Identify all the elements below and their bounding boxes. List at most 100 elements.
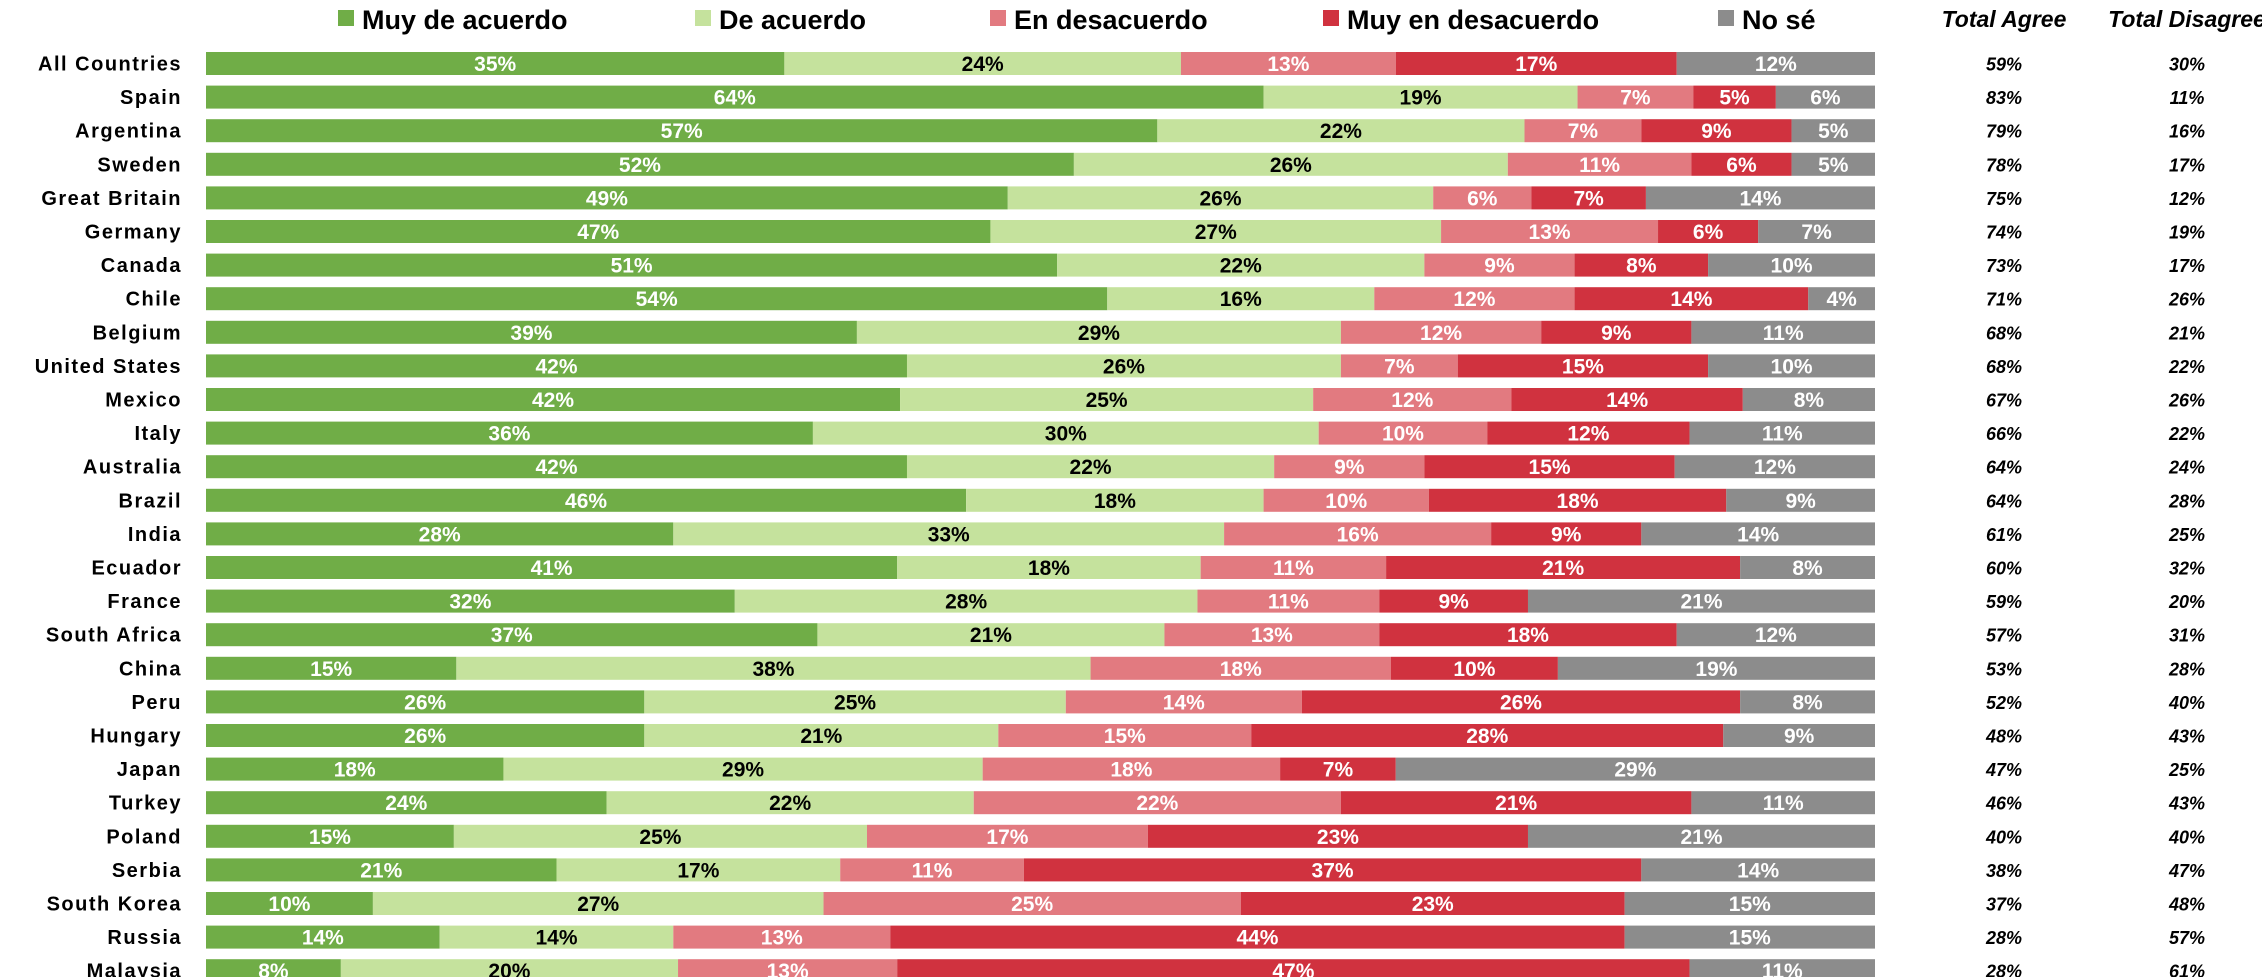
data-label: 26% — [1103, 355, 1145, 378]
total-agree-value: 38% — [1986, 861, 2022, 881]
data-label: 51% — [611, 255, 653, 278]
bar-segment-de-acuerdo — [1157, 119, 1525, 143]
data-label: 39% — [510, 322, 552, 345]
data-label: 12% — [1420, 322, 1462, 345]
data-label: 26% — [404, 691, 446, 714]
data-label: 7% — [1801, 221, 1832, 244]
bar-segment-no-s — [1758, 220, 1875, 243]
data-label: 15% — [1729, 893, 1771, 916]
category-label: Hungary — [90, 726, 182, 748]
category-label: Great Britain — [41, 188, 182, 210]
bar-segment-en-desacuerdo — [1197, 589, 1380, 613]
category-label: Poland — [106, 826, 182, 848]
total-agree-value: 64% — [1986, 458, 2022, 478]
bar-segment-en-desacuerdo — [1340, 320, 1542, 344]
bar-segment-de-acuerdo — [900, 388, 1314, 411]
bar-segment-muy-de-acuerdo — [206, 690, 645, 714]
data-label: 11% — [1763, 322, 1804, 345]
bar-segment-en-desacuerdo — [1200, 556, 1387, 579]
bar-segment-muy-en-desacuerdo — [1340, 791, 1692, 815]
bar-segment-en-desacuerdo — [1090, 656, 1391, 680]
bar-segment-de-acuerdo — [966, 488, 1264, 512]
bar-segment-en-desacuerdo — [1274, 455, 1425, 479]
total-disagree-value: 16% — [2169, 122, 2205, 142]
bar-segment-no-s — [1674, 455, 1875, 479]
data-label: 8% — [1792, 691, 1823, 714]
total-agree-value: 66% — [1986, 424, 2022, 444]
category-label: Peru — [132, 692, 182, 714]
bar-segment-en-desacuerdo — [1180, 52, 1396, 75]
bar-segment-muy-de-acuerdo — [206, 757, 504, 781]
total-disagree-value: 17% — [2169, 155, 2205, 175]
total-disagree-value: 12% — [2169, 189, 2205, 209]
data-label: 22% — [1136, 792, 1178, 815]
bar-row-spain: Spain 64% 19% 7% 5% 6% 83% 11% — [120, 85, 2205, 110]
total-agree-value: 67% — [1986, 391, 2022, 411]
data-label: 12% — [1567, 423, 1609, 446]
data-label: 14% — [1670, 288, 1712, 311]
bar-row-poland: Poland 15% 25% 17% 23% 21% 40% 40% — [106, 824, 2205, 849]
data-label: 5% — [1818, 120, 1849, 143]
total-disagree-value: 11% — [2170, 88, 2205, 108]
bar-segment-no-s — [1527, 589, 1875, 613]
bar-row-mexico: Mexico 42% 25% 12% 14% 8% 67% 26% — [105, 388, 2205, 412]
bar-segment-en-desacuerdo — [982, 757, 1281, 781]
data-label: 26% — [1270, 154, 1312, 177]
data-label: 52% — [619, 154, 661, 177]
legend-label-de-acuerdo: De acuerdo — [719, 5, 866, 35]
bar-segment-de-acuerdo — [856, 320, 1341, 344]
bar-row-australia: Australia 42% 22% 9% 15% 12% 64% 24% — [83, 455, 2205, 479]
bar-segment-en-desacuerdo — [678, 959, 898, 977]
bar-segment-muy-de-acuerdo — [206, 152, 1074, 176]
bar-segment-de-acuerdo — [812, 421, 1319, 445]
bar-segment-muy-de-acuerdo — [206, 354, 907, 378]
data-label: 15% — [309, 826, 351, 849]
total-agree-value: 73% — [1986, 256, 2022, 276]
bar-segment-muy-de-acuerdo — [206, 925, 440, 949]
data-label: 28% — [945, 591, 987, 614]
total-agree-value: 53% — [1986, 659, 2022, 679]
bar-row-malaysia: Malaysia 8% 20% 13% 47% 11% 28% 61% — [87, 959, 2205, 977]
total-agree-value: 59% — [1986, 55, 2022, 75]
bar-segment-no-s — [1641, 858, 1875, 882]
total-disagree-value: 20% — [2168, 592, 2205, 612]
total-agree-value: 46% — [1985, 794, 2022, 814]
bar-segment-muy-en-desacuerdo — [1251, 724, 1724, 747]
bar-row-united-states: United States 42% 26% 7% 15% 10% 68% 22% — [35, 354, 2205, 378]
bar-segment-muy-en-desacuerdo — [1301, 690, 1741, 714]
data-label: 35% — [474, 53, 516, 76]
category-label: Russia — [107, 927, 182, 949]
total-agree-value: 79% — [1986, 122, 2022, 142]
bar-segment-muy-en-desacuerdo — [1541, 320, 1692, 344]
data-label: 57% — [661, 120, 703, 143]
category-label: China — [119, 658, 182, 680]
bar-segment-muy-en-desacuerdo — [1511, 388, 1743, 411]
total-agree-value: 28% — [1985, 928, 2022, 948]
total-agree-value: 61% — [1986, 525, 2022, 545]
data-label: 7% — [1323, 759, 1354, 782]
data-label: 7% — [1384, 355, 1415, 378]
category-label: Turkey — [109, 793, 182, 815]
total-disagree-header: Total Disagree — [2108, 6, 2262, 32]
bar-segment-de-acuerdo — [1263, 85, 1578, 109]
bar-segment-de-acuerdo — [439, 925, 674, 949]
data-label: 4% — [1826, 288, 1857, 311]
total-disagree-value: 24% — [2168, 458, 2205, 478]
bar-segment-de-acuerdo — [897, 556, 1201, 579]
bar-segment-en-desacuerdo — [1164, 623, 1380, 647]
data-label: 8% — [258, 960, 289, 977]
bar-segment-no-s — [1808, 287, 1875, 311]
data-label: 27% — [1195, 221, 1237, 244]
data-label: 26% — [404, 725, 446, 748]
data-label: 9% — [1334, 456, 1365, 479]
data-label: 10% — [268, 893, 310, 916]
bar-segment-muy-en-desacuerdo — [1574, 287, 1809, 311]
bar-segment-muy-en-desacuerdo — [1531, 186, 1646, 210]
bar-segment-muy-en-desacuerdo — [1395, 52, 1677, 75]
category-label: All Countries — [38, 54, 182, 76]
data-label: 14% — [1163, 691, 1205, 714]
bar-segment-no-s — [1691, 791, 1875, 815]
total-disagree-value: 22% — [2168, 424, 2205, 444]
bar-segment-no-s — [1557, 656, 1875, 680]
bar-segment-no-s — [1791, 119, 1875, 143]
